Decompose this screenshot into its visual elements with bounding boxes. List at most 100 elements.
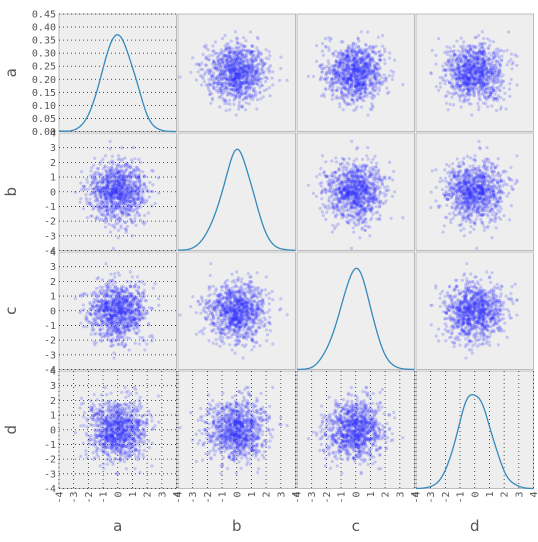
scatter-point	[130, 160, 134, 164]
scatter-point	[229, 58, 233, 62]
scatter-point	[370, 75, 374, 79]
scatter-point	[248, 78, 252, 82]
scatter-point	[498, 64, 502, 68]
scatter-point	[319, 166, 323, 171]
panel-a-a	[58, 13, 177, 133]
scatter-point	[136, 196, 140, 200]
scatter-point	[234, 64, 238, 68]
scatter-point	[468, 62, 472, 66]
scatter-point	[466, 58, 470, 63]
scatter-point	[78, 200, 82, 204]
scatter-point	[224, 76, 229, 81]
scatter-point	[352, 216, 356, 220]
scatter-point	[334, 81, 338, 85]
scatter-point	[178, 75, 182, 79]
scatter-point	[217, 53, 221, 57]
scatter-point	[486, 81, 490, 85]
scatter-point	[210, 74, 214, 79]
scatter-point	[111, 160, 115, 164]
scatter-point	[482, 74, 486, 78]
scatter-point	[234, 76, 238, 81]
scatter-point	[445, 101, 449, 105]
scatter-point	[101, 167, 105, 171]
scatter-point	[363, 224, 367, 228]
scatter-point	[116, 175, 121, 179]
scatter-point	[376, 35, 380, 39]
scatter-point	[218, 73, 222, 77]
scatter-point	[136, 191, 140, 196]
scatter-point	[206, 48, 210, 52]
scatter-point	[123, 221, 127, 225]
scatter-point	[325, 80, 329, 85]
scatter-point	[349, 50, 353, 55]
scatter-point	[230, 62, 234, 66]
scatter-point	[118, 189, 122, 193]
scatter-point	[128, 192, 132, 196]
scatter-point	[116, 217, 120, 221]
scatter-point	[207, 71, 211, 75]
scatter-point	[231, 83, 236, 87]
scatter-point	[496, 59, 500, 63]
scatter-point	[353, 58, 357, 63]
scatter-point	[138, 181, 142, 185]
scatter-point	[356, 63, 360, 67]
scatter-point	[336, 187, 340, 191]
scatter-point	[386, 185, 390, 189]
scatter-point	[247, 66, 251, 70]
scatter-point	[252, 53, 256, 57]
scatter-point	[465, 92, 469, 96]
scatter-point	[142, 201, 147, 205]
scatter-point	[225, 57, 229, 61]
scatter-point	[347, 157, 351, 161]
scatter-point	[378, 65, 382, 69]
scatter-point	[250, 68, 254, 72]
scatter-point	[434, 85, 438, 89]
scatter-point	[223, 97, 227, 101]
scatter-point	[234, 96, 238, 100]
scatter-point	[350, 97, 354, 101]
scatter-point	[230, 71, 234, 75]
scatter-point	[346, 44, 350, 48]
scatter-point	[509, 52, 513, 56]
scatter-point	[210, 98, 214, 102]
scatter-point	[346, 88, 350, 92]
scatter-point	[331, 223, 335, 227]
scatter-point	[489, 67, 493, 71]
scatter-point	[237, 100, 242, 104]
scatter-point	[443, 79, 447, 83]
scatter-point	[207, 57, 211, 61]
scatter-point	[268, 53, 272, 58]
scatter-point	[231, 93, 235, 97]
scatter-point	[358, 236, 362, 240]
scatter-point	[119, 165, 123, 169]
scatter-point	[236, 81, 240, 85]
scatter-point	[208, 54, 212, 58]
scatter-point	[471, 86, 475, 90]
scatter-point	[138, 213, 142, 217]
scatter-point	[375, 71, 379, 75]
scatter-point	[136, 175, 140, 179]
scatter-point	[489, 53, 493, 57]
scatter-point	[334, 204, 338, 208]
scatter-point	[240, 52, 244, 56]
scatter-point	[258, 91, 262, 95]
scatter-point	[349, 210, 354, 214]
scatter-point	[244, 96, 248, 101]
scatter-point	[237, 75, 241, 79]
scatter-point	[222, 61, 226, 65]
scatter-point	[218, 86, 222, 90]
scatter-point	[448, 54, 452, 58]
scatter-point	[194, 78, 198, 82]
scatter-point	[228, 91, 232, 95]
scatter-point	[336, 51, 340, 55]
scatter-point	[372, 71, 376, 75]
scatter-point	[129, 218, 133, 222]
scatter-point	[87, 187, 91, 191]
scatter-point	[254, 69, 258, 73]
scatter-point	[331, 198, 335, 202]
scatter-point	[468, 53, 472, 57]
scatter-point	[215, 76, 219, 80]
scatter-point	[345, 173, 349, 177]
scatter-point	[73, 190, 78, 194]
scatter-point	[353, 164, 357, 168]
